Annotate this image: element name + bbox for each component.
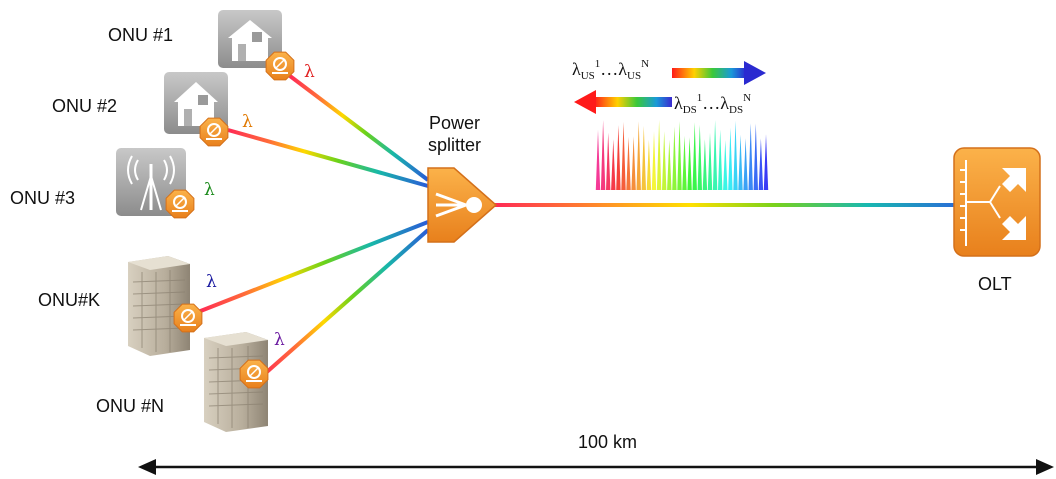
downstream-sup-first: 1 [696, 92, 703, 104]
upstream-wavelength-range: λUS1…λUSN [572, 58, 649, 82]
spectrum-line [702, 139, 708, 190]
olt-icon [953, 147, 1041, 257]
downstream-lambda: λ [674, 93, 683, 113]
spectrum-line [682, 135, 687, 190]
spectrum-line [641, 126, 646, 190]
onu-transceiver-icon [265, 51, 295, 81]
downstream-sub: DS [682, 104, 697, 116]
spectrum-line [606, 132, 611, 190]
power-splitter-label-line1: Power [428, 113, 481, 133]
upstream-lambda: λ [572, 59, 581, 79]
downstream-wavelength-range: λDS1…λDSN [674, 92, 751, 116]
spectrum-line [733, 120, 738, 190]
spectrum-line [758, 138, 764, 190]
fiber-links [190, 74, 960, 380]
power-splitter-label: Power splitter [428, 112, 481, 156]
upstream-dots: … [600, 59, 619, 79]
spectrum-line [712, 120, 718, 190]
spectrum-line [748, 123, 753, 190]
spectrum-line [611, 139, 616, 190]
spectrum-line [718, 129, 723, 190]
fiber-onu-k [197, 220, 429, 314]
onu-label: ONU #2 [52, 96, 118, 116]
upstream-sub: US [580, 70, 595, 82]
onu-transceiver-icon [173, 303, 203, 333]
spectrum-line [636, 121, 641, 190]
spectrum-line [626, 137, 631, 190]
upstream-sub-2: US [627, 70, 642, 82]
spectrum-line [631, 136, 636, 190]
spectrum-line [651, 131, 657, 190]
downstream-lambda-2: λ [720, 93, 730, 113]
upstream-lambda-2: λ [618, 59, 628, 79]
spectrum-line [763, 134, 769, 190]
spectrum-line [672, 126, 677, 190]
spectrum-line [728, 127, 733, 190]
fiber-onu-2 [227, 128, 429, 188]
onu-transceiver-icon [165, 189, 195, 219]
fiber-onu-n [258, 228, 430, 380]
downstream-sub-2: DS [729, 104, 744, 116]
onu-k-building-icon [128, 256, 190, 356]
spectrum-line [616, 125, 621, 190]
wavelength-spectrum-comb [595, 120, 769, 190]
upstream-arrow [672, 61, 766, 85]
downstream-sup-last: N [743, 92, 752, 104]
onu-wavelength-label: λ [304, 62, 315, 82]
spectrum-line [621, 122, 626, 190]
onu-label: ONU#K [38, 290, 101, 310]
spectrum-line [723, 140, 728, 190]
fiber-onu-1 [288, 74, 430, 182]
onu-transceiver-icon [199, 117, 229, 147]
spectrum-line [743, 138, 748, 190]
spectrum-line [677, 121, 682, 190]
spectrum-line [697, 124, 702, 190]
spectrum-line [600, 120, 606, 190]
spectrum-line [667, 139, 672, 190]
onu-transceiver-icon [239, 359, 269, 389]
onu-wavelength-label: λ [274, 330, 285, 350]
spectrum-line [738, 134, 743, 190]
upstream-sup-first: 1 [594, 58, 601, 70]
onu-label: ONU #1 [108, 25, 174, 45]
onu-wavelength-label: λ [242, 112, 253, 132]
power-splitter-icon [427, 167, 498, 243]
onu-wavelength-label: λ [204, 180, 215, 200]
onu-label: ONU #N [96, 396, 165, 416]
spectrum-line [656, 120, 662, 190]
spectrum-line [595, 130, 601, 190]
spectrum-line [707, 132, 713, 190]
spectrum-line [692, 122, 697, 190]
spectrum-line [687, 137, 692, 190]
downstream-dots: … [702, 93, 721, 113]
spectrum-line [753, 123, 758, 190]
spectrum-line [646, 139, 652, 190]
downstream-arrow [574, 90, 672, 114]
onu-label: ONU #3 [10, 188, 76, 208]
upstream-sup-last: N [641, 58, 650, 70]
power-splitter-label-line2: splitter [428, 135, 482, 155]
olt-label: OLT [978, 274, 1012, 294]
spectrum-line [662, 131, 667, 190]
onu-n-building-icon [204, 332, 268, 432]
onu-wavelength-label: λ [206, 272, 217, 292]
distance-arrow [138, 459, 1054, 475]
distance-label: 100 km [578, 432, 638, 452]
onu-1-house-icon [218, 10, 282, 68]
